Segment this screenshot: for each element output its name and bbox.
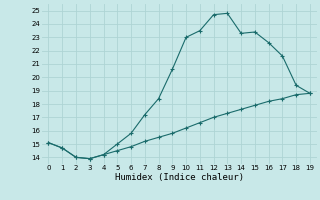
X-axis label: Humidex (Indice chaleur): Humidex (Indice chaleur): [115, 173, 244, 182]
